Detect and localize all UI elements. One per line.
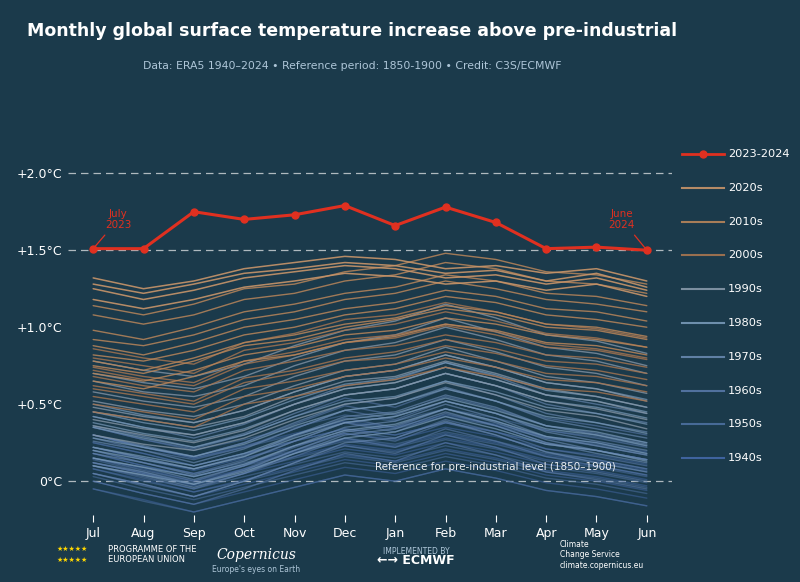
Text: PROGRAMME OF THE
EUROPEAN UNION: PROGRAMME OF THE EUROPEAN UNION [108,545,197,565]
Text: 1970s: 1970s [728,352,763,362]
Text: 1950s: 1950s [728,419,763,430]
Text: ←→ ECMWF: ←→ ECMWF [377,554,455,567]
Text: Monthly global surface temperature increase above pre-industrial: Monthly global surface temperature incre… [27,22,677,40]
Text: 1990s: 1990s [728,284,763,294]
Text: June
2024: June 2024 [609,208,645,248]
Text: 2023-2024: 2023-2024 [728,149,790,159]
Text: Climate
Change Service
climate.copernicus.eu: Climate Change Service climate.copernicu… [560,540,644,570]
Text: ★★★★★: ★★★★★ [56,546,88,552]
Text: Reference for pre-industrial level (1850–1900): Reference for pre-industrial level (1850… [375,462,616,472]
Text: 1940s: 1940s [728,453,762,463]
Text: Copernicus: Copernicus [216,548,296,562]
Text: 1980s: 1980s [728,318,763,328]
Text: 2000s: 2000s [728,250,762,261]
Text: IMPLEMENTED BY: IMPLEMENTED BY [382,547,450,556]
Text: 2020s: 2020s [728,183,762,193]
Text: 2010s: 2010s [728,217,762,227]
Text: Data: ERA5 1940–2024 • Reference period: 1850-1900 • Credit: C3S/ECMWF: Data: ERA5 1940–2024 • Reference period:… [142,61,562,71]
Text: Europe's eyes on Earth: Europe's eyes on Earth [212,565,300,574]
Text: July
2023: July 2023 [95,208,131,247]
Text: 1960s: 1960s [728,385,762,396]
Text: ★★★★★: ★★★★★ [56,558,88,563]
